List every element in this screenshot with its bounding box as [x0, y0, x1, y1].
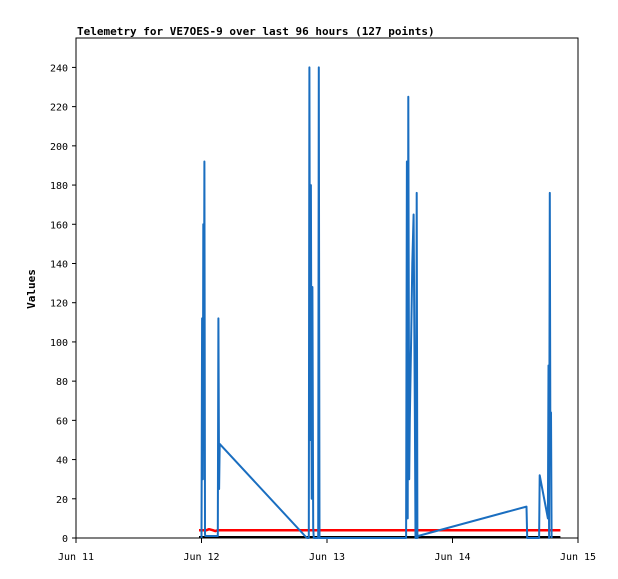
y-tick-label: 60	[56, 416, 68, 427]
chart-title: Telemetry for VE7OES-9 over last 96 hour…	[77, 25, 435, 38]
y-axis-label: Values	[25, 269, 38, 309]
x-tick-label: Jun 14	[434, 552, 470, 563]
x-axis-ticks: Jun 11 Jun 12 Jun 13 Jun 14 Jun 15	[58, 538, 596, 563]
y-tick-label: 0	[62, 534, 68, 545]
y-tick-label: 20	[56, 495, 68, 506]
y-tick-label: 80	[56, 377, 68, 388]
y-tick-label: 180	[50, 181, 68, 192]
x-tick-label: Jun 12	[183, 552, 219, 563]
x-tick-label: Jun 11	[58, 552, 94, 563]
x-tick-label: Jun 15	[560, 552, 596, 563]
y-tick-label: 200	[50, 142, 68, 153]
series-lines	[199, 66, 561, 539]
y-tick-label: 160	[50, 220, 68, 231]
x-tick-label: Jun 13	[309, 552, 345, 563]
y-tick-label: 220	[50, 103, 68, 114]
plot-area-frame	[75, 37, 579, 539]
y-tick-label: 100	[50, 338, 68, 349]
y-tick-label: 120	[50, 299, 68, 310]
y-axis-ticks: 0 20 40 60 80 100 120 140 160 180 200 220 240	[50, 63, 76, 545]
y-tick-label: 140	[50, 259, 68, 270]
series-line-3	[200, 66, 553, 539]
y-tick-label: 40	[56, 456, 68, 467]
series-line-1	[199, 527, 561, 533]
y-tick-label: 240	[50, 63, 68, 74]
